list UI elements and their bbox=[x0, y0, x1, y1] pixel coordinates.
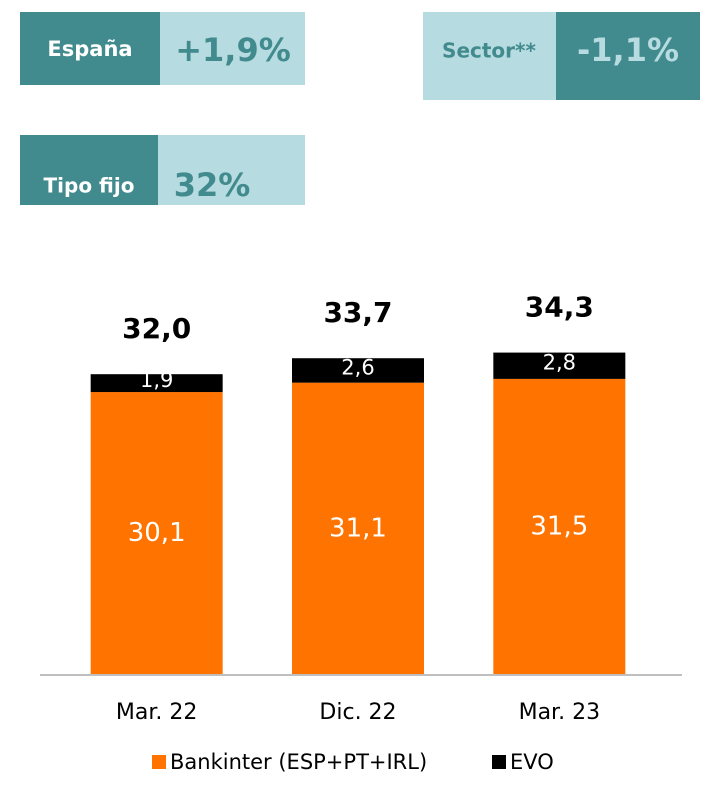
x-tick-label: Mar. 22 bbox=[116, 700, 197, 725]
data-label: 2,8 bbox=[543, 351, 576, 375]
total-label: 33,7 bbox=[323, 296, 392, 329]
kpi-value: -1,1% bbox=[577, 31, 679, 69]
kpi-label-box bbox=[20, 135, 158, 205]
kpi-value-box bbox=[160, 12, 305, 85]
bar-segment bbox=[90, 392, 223, 675]
bar-segment bbox=[493, 378, 626, 675]
kpi-label-box bbox=[423, 12, 556, 100]
bar-segment bbox=[292, 382, 424, 675]
bar-segment bbox=[292, 358, 424, 383]
data-label: 1,9 bbox=[140, 368, 173, 392]
bar-segment bbox=[493, 352, 626, 379]
kpi-value-box bbox=[158, 135, 305, 205]
legend-swatch bbox=[492, 755, 506, 769]
data-label: 2,6 bbox=[341, 355, 374, 379]
data-label: 31,1 bbox=[329, 513, 387, 543]
kpi-value: +1,9% bbox=[175, 31, 291, 69]
kpi-label: Sector** bbox=[442, 39, 536, 63]
legend-label: EVO bbox=[510, 750, 554, 774]
x-tick-label: Mar. 23 bbox=[519, 700, 600, 725]
legend-swatch bbox=[152, 755, 166, 769]
data-label: 30,1 bbox=[128, 518, 186, 548]
kpi-label: España bbox=[47, 37, 132, 61]
bar-segment bbox=[90, 374, 223, 393]
kpi-label: Tipo fijo bbox=[44, 174, 135, 198]
total-label: 34,3 bbox=[525, 291, 594, 324]
legend-label: Bankinter (ESP+PT+IRL) bbox=[170, 750, 427, 774]
data-label: 31,5 bbox=[530, 511, 588, 541]
x-tick-label: Dic. 22 bbox=[319, 700, 396, 725]
kpi-label-box bbox=[20, 12, 160, 85]
kpi-value-box bbox=[556, 12, 700, 100]
total-label: 32,0 bbox=[122, 312, 191, 345]
kpi-value: 32% bbox=[174, 166, 251, 204]
